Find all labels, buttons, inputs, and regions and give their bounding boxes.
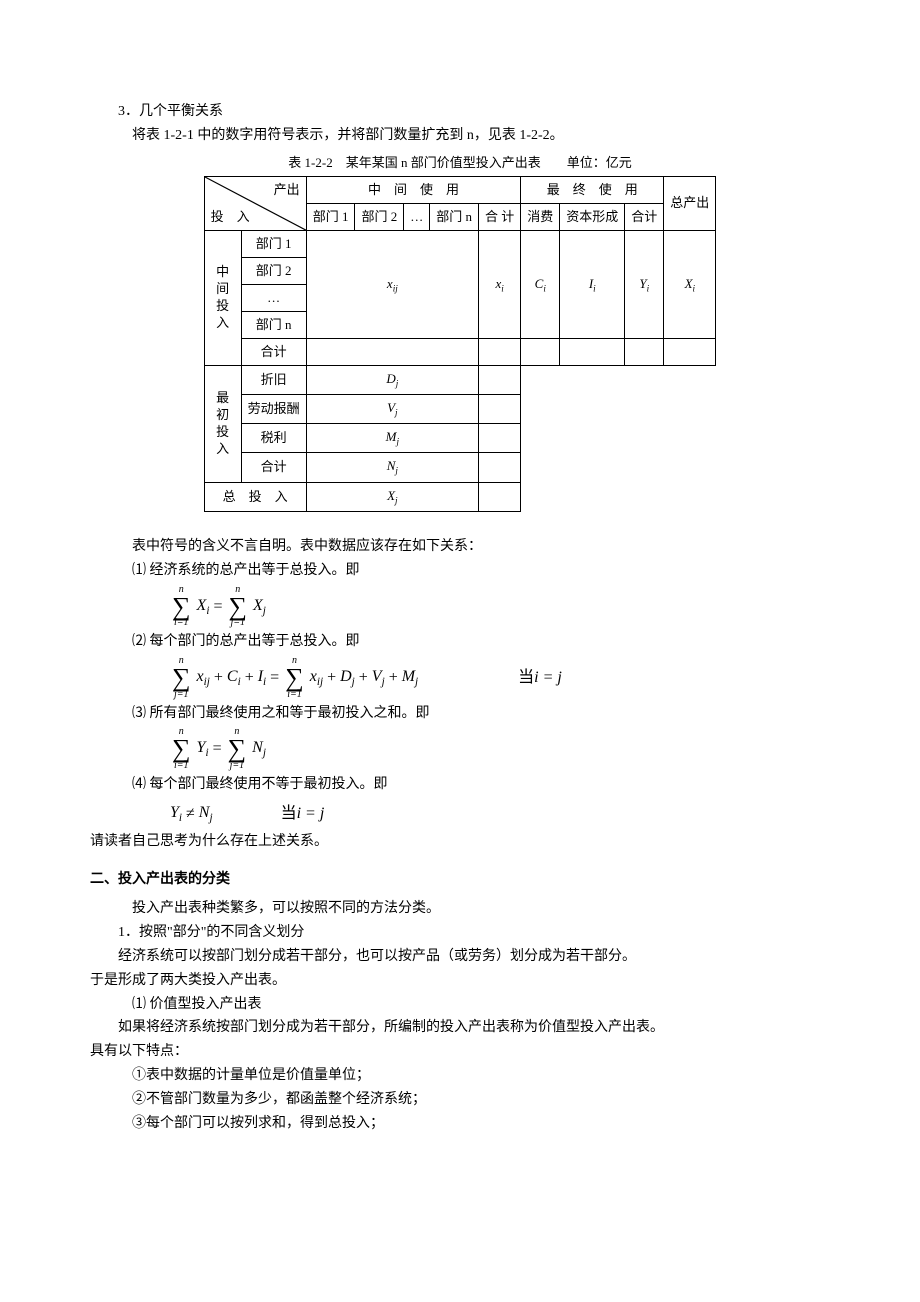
row-deptn: 部门 n bbox=[241, 312, 306, 339]
item-2: ⑵ 每个部门的总产出等于总投入。即 bbox=[90, 630, 830, 654]
formula-1: n∑i=1 Xi = n∑j=1 Xj bbox=[170, 585, 830, 628]
sec2-b3: ③每个部门可以按列求和，得到总投入； bbox=[90, 1112, 830, 1136]
cell-empty bbox=[478, 366, 520, 395]
section-2-title: 二、投入产出表的分类 bbox=[90, 868, 830, 892]
intro-line: 将表 1-2-1 中的数字用符号表示，并将部门数量扩充到 n，见表 1-2-2。 bbox=[90, 124, 830, 148]
row-group-init-input: 最初投入 bbox=[204, 366, 241, 482]
row-labor: 劳动报酬 bbox=[241, 395, 306, 424]
col-deptn: 部门 n bbox=[430, 203, 479, 230]
cell-Xj: Xj bbox=[306, 482, 478, 511]
diag-output-label: 产出 bbox=[274, 179, 300, 201]
cell-xij: xij bbox=[306, 230, 478, 338]
formula-4: Yi ≠ Nj 当i = j bbox=[170, 799, 830, 828]
col-group-mid-use: 中 间 使 用 bbox=[306, 176, 521, 203]
cell-yi: Yi bbox=[625, 230, 664, 338]
row-depreciation: 折旧 bbox=[241, 366, 306, 395]
cell-empty bbox=[664, 339, 716, 366]
diag-cell: 产出 投 入 bbox=[204, 176, 306, 230]
formula-2: n∑j=1 xij +Ci +Ii = n∑i=1 xij +Dj +Vj +M… bbox=[170, 656, 830, 699]
row-group-mid-input: 中间投入 bbox=[204, 230, 241, 365]
row-dept1: 部门 1 bbox=[241, 230, 306, 257]
col-sum: 合 计 bbox=[478, 203, 520, 230]
cell-empty bbox=[478, 453, 520, 482]
row-sum-init: 合计 bbox=[241, 453, 306, 482]
heading-3: 3．几个平衡关系 bbox=[90, 100, 830, 124]
cell-empty bbox=[560, 339, 625, 366]
sec2-p3b: 具有以下特点： bbox=[90, 1040, 830, 1064]
cell-vj: Vj bbox=[306, 395, 478, 424]
cell-empty bbox=[306, 339, 478, 366]
row-sum-mid: 合计 bbox=[241, 339, 306, 366]
row-dept2: 部门 2 bbox=[241, 257, 306, 284]
blank-area bbox=[521, 366, 716, 511]
col-dept1: 部门 1 bbox=[306, 203, 355, 230]
sec2-p2: 经济系统可以按部门划分成若干部分，也可以按产品（或劳务）划分成为若干部分。 bbox=[90, 945, 830, 969]
sec2-b1: ①表中数据的计量单位是价值量单位； bbox=[90, 1064, 830, 1088]
cell-dj: Dj bbox=[306, 366, 478, 395]
cell-nj: Nj bbox=[306, 453, 478, 482]
sec2-p3a: 如果将经济系统按部门划分成为若干部分，所编制的投入产出表称为价值型投入产出表。 bbox=[90, 1016, 830, 1040]
col-dept2: 部门 2 bbox=[355, 203, 404, 230]
formula-3: n∑i=1 Yi = n∑j=1 Nj bbox=[170, 727, 830, 770]
col-total-output: 总产出 bbox=[664, 176, 716, 230]
item-1: ⑴ 经济系统的总产出等于总投入。即 bbox=[90, 559, 830, 583]
row-dots: … bbox=[241, 285, 306, 312]
cell-ci: Ci bbox=[521, 230, 560, 338]
cell-empty bbox=[521, 339, 560, 366]
item-4: ⑷ 每个部门最终使用不等于最初投入。即 bbox=[90, 773, 830, 797]
col-consumption: 消费 bbox=[521, 203, 560, 230]
col-dots: … bbox=[404, 203, 430, 230]
cell-ii: Ii bbox=[560, 230, 625, 338]
cell-empty bbox=[478, 339, 520, 366]
sec2-p1: 投入产出表种类繁多，可以按照不同的方法分类。 bbox=[90, 897, 830, 921]
sec2-h1: 1．按照"部分"的不同含义划分 bbox=[90, 921, 830, 945]
col-group-final-use: 最 终 使 用 bbox=[521, 176, 664, 203]
col-total: 合计 bbox=[625, 203, 664, 230]
sec2-p2b: 于是形成了两大类投入产出表。 bbox=[90, 969, 830, 993]
cell-xi: xi bbox=[478, 230, 520, 338]
item-3: ⑶ 所有部门最终使用之和等于最初投入之和。即 bbox=[90, 702, 830, 726]
cell-empty bbox=[625, 339, 664, 366]
think-line: 请读者自己思考为什么存在上述关系。 bbox=[90, 830, 830, 854]
cell-empty bbox=[478, 482, 520, 511]
col-capital: 资本形成 bbox=[560, 203, 625, 230]
cell-mj: Mj bbox=[306, 424, 478, 453]
row-total-input: 总 投 入 bbox=[204, 482, 306, 511]
para-after-table: 表中符号的含义不言自明。表中数据应该存在如下关系： bbox=[90, 535, 830, 559]
row-tax: 税利 bbox=[241, 424, 306, 453]
table-caption: 表 1-2-2 某年某国 n 部门价值型投入产出表 单位：亿元 bbox=[90, 152, 830, 174]
cell-Xi: Xi bbox=[664, 230, 716, 338]
cell-empty bbox=[478, 424, 520, 453]
cell-empty bbox=[478, 395, 520, 424]
io-table: 产出 投 入 中 间 使 用 最 终 使 用 总产出 部门 1 部门 2 … 部… bbox=[204, 176, 717, 512]
diag-input-label: 投 入 bbox=[211, 206, 250, 228]
sec2-i1: ⑴ 价值型投入产出表 bbox=[90, 993, 830, 1017]
sec2-b2: ②不管部门数量为多少，都函盖整个经济系统； bbox=[90, 1088, 830, 1112]
